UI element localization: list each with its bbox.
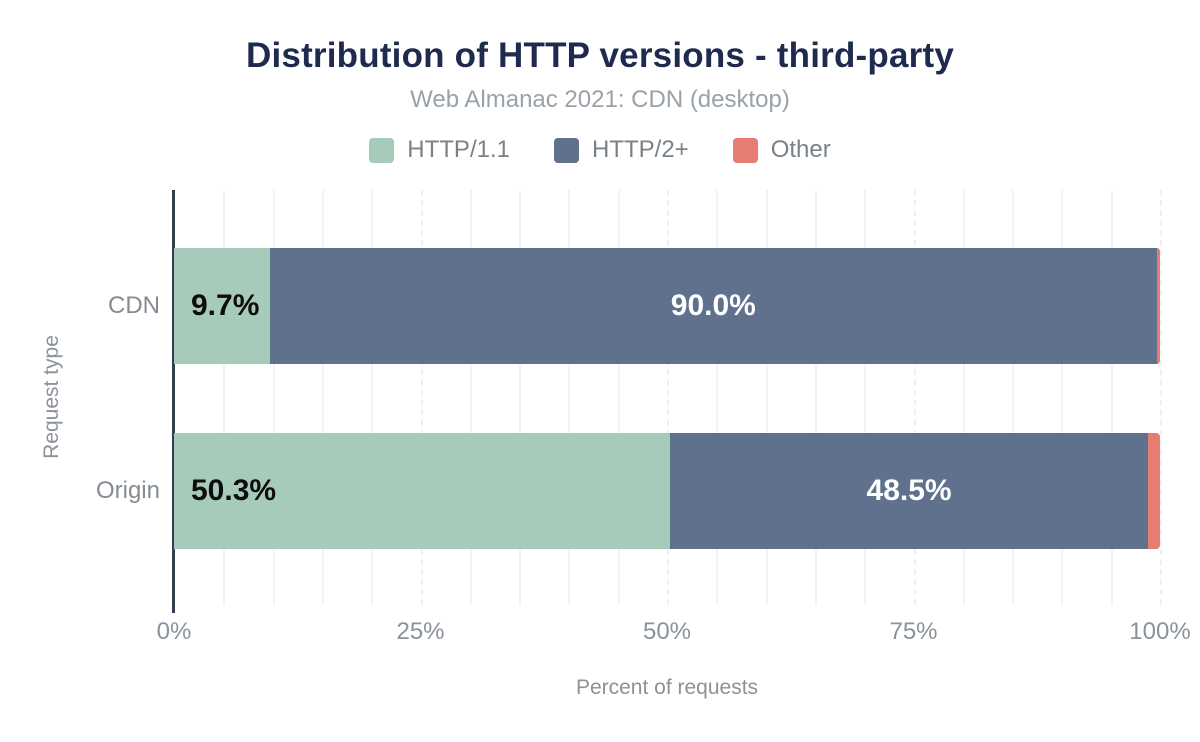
chart-title: Distribution of HTTP versions - third-pa… [246, 36, 954, 75]
y-axis-title: Request type [40, 335, 63, 459]
bar-segment-cdn-other[interactable] [1157, 248, 1160, 364]
gridline [223, 190, 226, 605]
bar-segment-origin-http-1-1[interactable]: 50.3% [174, 433, 670, 549]
gridline [1110, 190, 1113, 605]
bar-segment-origin-other[interactable] [1148, 433, 1160, 549]
gridline [519, 190, 522, 605]
legend-item-http-2-[interactable]: HTTP/2+ [553, 136, 689, 164]
chart-subtitle: Web Almanac 2021: CDN (desktop) [410, 86, 790, 113]
x-tick-label: 25% [396, 618, 445, 645]
gridline [1061, 190, 1064, 605]
gridline [667, 190, 669, 605]
x-tick-label: 100% [1129, 618, 1191, 645]
y-category-label: CDN [108, 292, 160, 319]
x-tick-label: 75% [889, 618, 938, 645]
gridline [272, 190, 275, 605]
gridline [420, 190, 423, 605]
bar-value-label: 48.5% [866, 474, 952, 507]
legend-label: HTTP/2+ [591, 136, 689, 163]
legend-item-http-1-1[interactable]: HTTP/1.1 [369, 136, 510, 164]
x-axis-title: Percent of requests [575, 676, 759, 699]
gridline [371, 190, 374, 605]
legend-label: Other [770, 136, 831, 163]
gridline [617, 190, 620, 605]
gridline [469, 190, 472, 605]
y-axis-line [172, 190, 175, 613]
legend-item-other[interactable]: Other [732, 136, 831, 164]
gridline [716, 190, 719, 605]
plot-area: 9.7% 90.0% CDN 50.3% 48.5% Origin 0% 25% 50% 75%… [96, 190, 1191, 645]
bar-value-label: 90.0% [670, 289, 756, 322]
bar-segment-cdn-http-1-1[interactable]: 9.7% [174, 248, 270, 364]
legend-swatch [732, 137, 758, 163]
legend-swatch [369, 137, 395, 163]
bar-value-label: 9.7% [191, 289, 260, 322]
x-tick-label: 50% [642, 618, 692, 645]
gridline [568, 190, 571, 605]
gridline [814, 190, 817, 605]
gridline [321, 190, 324, 605]
bar-segment-origin-http-2-[interactable]: 48.5% [669, 433, 1149, 549]
y-category-label: Origin [95, 477, 160, 504]
gridline [962, 190, 965, 605]
bar-value-label: 50.3% [191, 474, 277, 507]
gridline [765, 190, 768, 605]
bar-row-origin: 50.3% 48.5% Origin [96, 433, 1160, 549]
gridline [1160, 190, 1162, 605]
gridline [864, 190, 867, 605]
legend-swatch [553, 137, 579, 163]
legend: HTTP/1.1 HTTP/2+ Other [0, 136, 1200, 164]
x-tick-label: 0% [156, 618, 192, 645]
bar-row-cdn: 9.7% 90.0% CDN [108, 248, 1160, 364]
gridline [913, 190, 916, 605]
legend-label: HTTP/1.1 [407, 136, 510, 163]
bar-segment-cdn-http-2-[interactable]: 90.0% [269, 248, 1158, 364]
gridline [1012, 190, 1015, 605]
